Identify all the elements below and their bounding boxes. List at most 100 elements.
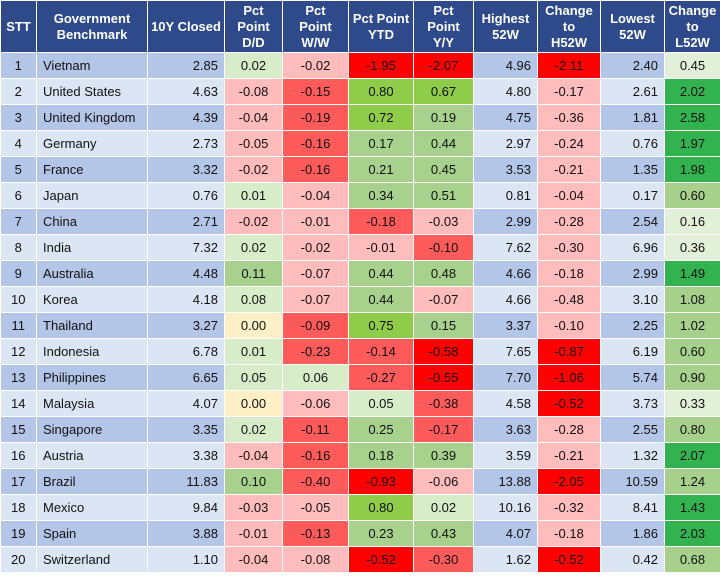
yy-cell: -0.17: [413, 416, 474, 443]
ww-cell: -0.16: [282, 130, 349, 157]
benchmark-name: United States: [36, 78, 148, 105]
dd-cell: -0.04: [224, 104, 283, 131]
stt-cell: 13: [0, 364, 37, 391]
h52-cell: 4.75: [473, 104, 538, 131]
benchmark-name: France: [36, 156, 148, 183]
h52-cell: 3.37: [473, 312, 538, 339]
ytd-cell: 0.23: [348, 520, 414, 547]
ww-cell: -0.07: [282, 260, 349, 287]
ch52-cell: -2.05: [537, 468, 601, 495]
dd-cell: -0.04: [224, 442, 283, 469]
ytd-cell: -0.93: [348, 468, 414, 495]
h52-cell: 7.70: [473, 364, 538, 391]
closed-cell: 3.32: [147, 156, 225, 183]
ch52-cell: -2.11: [537, 52, 601, 79]
ww-cell: -0.13: [282, 520, 349, 547]
table-row: 3 United Kingdom 4.39 -0.04 -0.19 0.72 0.19 4.7…: [0, 104, 720, 131]
cl52-cell: 0.60: [664, 182, 720, 209]
stt-cell: 1: [0, 52, 37, 79]
stt-cell: 18: [0, 494, 37, 521]
l52-cell: 1.35: [600, 156, 665, 183]
ww-cell: -0.08: [282, 546, 349, 573]
ytd-cell: -0.18: [348, 208, 414, 235]
h52-cell: 4.07: [473, 520, 538, 547]
table-row: 2 United States 4.63 -0.08 -0.15 0.80 0.67 4.80…: [0, 78, 720, 105]
ch52-cell: -0.87: [537, 338, 601, 365]
table-row: 10 Korea 4.18 0.08 -0.07 0.44 -0.07 4.66 -0.48 3.…: [0, 286, 720, 313]
closed-cell: 7.32: [147, 234, 225, 261]
dd-cell: -0.01: [224, 520, 283, 547]
h52-cell: 4.66: [473, 286, 538, 313]
yy-cell: -0.07: [413, 286, 474, 313]
header-ww: Pct Point W/W: [282, 0, 349, 53]
h52-cell: 2.97: [473, 130, 538, 157]
table-body: 1 Vietnam 2.85 0.02 -0.02 -1.95 -2.07 4.96 -2.11…: [0, 52, 720, 573]
stt-cell: 10: [0, 286, 37, 313]
table-row: 11 Thailand 3.27 0.00 -0.09 0.75 0.15 3.37 -0.10…: [0, 312, 720, 339]
l52-cell: 6.96: [600, 234, 665, 261]
cl52-cell: 1.49: [664, 260, 720, 287]
benchmark-name: Japan: [36, 182, 148, 209]
header-ytd: Pct Point YTD: [348, 0, 414, 53]
ww-cell: -0.06: [282, 390, 349, 417]
stt-cell: 17: [0, 468, 37, 495]
yy-cell: 0.51: [413, 182, 474, 209]
ww-cell: -0.11: [282, 416, 349, 443]
ytd-cell: -0.52: [348, 546, 414, 573]
ch52-cell: -0.28: [537, 416, 601, 443]
table-row: 19 Spain 3.88 -0.01 -0.13 0.23 0.43 4.07 -0.18 1.…: [0, 520, 720, 547]
yy-cell: -0.58: [413, 338, 474, 365]
ch52-cell: -0.04: [537, 182, 601, 209]
stt-cell: 16: [0, 442, 37, 469]
l52-cell: 2.99: [600, 260, 665, 287]
closed-cell: 11.83: [147, 468, 225, 495]
ww-cell: -0.04: [282, 182, 349, 209]
ytd-cell: 0.80: [348, 78, 414, 105]
stt-cell: 6: [0, 182, 37, 209]
ww-cell: -0.01: [282, 208, 349, 235]
closed-cell: 3.38: [147, 442, 225, 469]
closed-cell: 3.27: [147, 312, 225, 339]
benchmark-name: Brazil: [36, 468, 148, 495]
h52-cell: 2.99: [473, 208, 538, 235]
dd-cell: 0.11: [224, 260, 283, 287]
benchmark-name: Malaysia: [36, 390, 148, 417]
dd-cell: 0.05: [224, 364, 283, 391]
stt-cell: 9: [0, 260, 37, 287]
yy-cell: -0.30: [413, 546, 474, 573]
benchmark-name: Spain: [36, 520, 148, 547]
ww-cell: -0.07: [282, 286, 349, 313]
l52-cell: 6.19: [600, 338, 665, 365]
dd-cell: 0.00: [224, 390, 283, 417]
dd-cell: -0.02: [224, 156, 283, 183]
ytd-cell: 0.34: [348, 182, 414, 209]
l52-cell: 8.41: [600, 494, 665, 521]
ch52-cell: -0.48: [537, 286, 601, 313]
ww-cell: -0.16: [282, 442, 349, 469]
ch52-cell: -0.18: [537, 260, 601, 287]
table-row: 18 Mexico 9.84 -0.03 -0.05 0.80 0.02 10.16 -0.32…: [0, 494, 720, 521]
closed-cell: 0.76: [147, 182, 225, 209]
ww-cell: -0.02: [282, 52, 349, 79]
benchmark-name: Switzerland: [36, 546, 148, 573]
header-l52: Lowest 52W: [600, 0, 665, 53]
h52-cell: 3.59: [473, 442, 538, 469]
yy-cell: 0.43: [413, 520, 474, 547]
ytd-cell: 0.80: [348, 494, 414, 521]
ch52-cell: -0.10: [537, 312, 601, 339]
benchmark-name: Thailand: [36, 312, 148, 339]
dd-cell: -0.03: [224, 494, 283, 521]
ch52-cell: -0.52: [537, 546, 601, 573]
ww-cell: -0.15: [282, 78, 349, 105]
cl52-cell: 0.16: [664, 208, 720, 235]
stt-cell: 15: [0, 416, 37, 443]
table-row: 9 Australia 4.48 0.11 -0.07 0.44 0.48 4.66 -0.18…: [0, 260, 720, 287]
table-row: 5 France 3.32 -0.02 -0.16 0.21 0.45 3.53 -0.21 1.…: [0, 156, 720, 183]
yy-cell: 0.39: [413, 442, 474, 469]
l52-cell: 0.17: [600, 182, 665, 209]
dd-cell: 0.02: [224, 234, 283, 261]
stt-cell: 12: [0, 338, 37, 365]
benchmark-name: Australia: [36, 260, 148, 287]
dd-cell: 0.01: [224, 182, 283, 209]
